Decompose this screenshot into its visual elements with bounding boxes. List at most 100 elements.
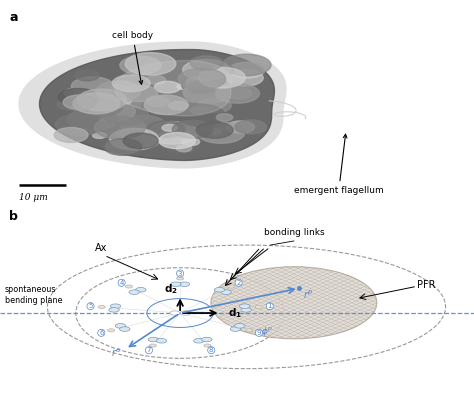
Circle shape bbox=[181, 311, 190, 315]
Circle shape bbox=[230, 327, 241, 331]
Circle shape bbox=[98, 305, 105, 309]
Circle shape bbox=[136, 287, 146, 292]
Circle shape bbox=[178, 68, 226, 89]
Circle shape bbox=[109, 307, 119, 312]
Circle shape bbox=[197, 122, 245, 143]
Circle shape bbox=[156, 339, 167, 343]
Circle shape bbox=[64, 88, 88, 98]
Circle shape bbox=[235, 120, 267, 134]
Circle shape bbox=[191, 106, 207, 114]
Circle shape bbox=[216, 84, 259, 103]
Circle shape bbox=[114, 129, 161, 149]
Circle shape bbox=[210, 65, 234, 75]
Circle shape bbox=[94, 116, 146, 139]
Text: 5: 5 bbox=[88, 303, 93, 309]
Text: b: b bbox=[9, 210, 18, 223]
Circle shape bbox=[125, 53, 176, 75]
Circle shape bbox=[226, 69, 263, 86]
Circle shape bbox=[175, 104, 225, 126]
Circle shape bbox=[204, 344, 211, 347]
Circle shape bbox=[102, 105, 148, 125]
Circle shape bbox=[104, 139, 142, 155]
Circle shape bbox=[54, 127, 88, 142]
Circle shape bbox=[211, 267, 377, 339]
Circle shape bbox=[120, 85, 158, 102]
Circle shape bbox=[227, 88, 252, 99]
Circle shape bbox=[125, 285, 133, 288]
Circle shape bbox=[55, 114, 104, 135]
Circle shape bbox=[115, 324, 126, 328]
Circle shape bbox=[63, 95, 97, 110]
Circle shape bbox=[176, 277, 184, 280]
Circle shape bbox=[155, 81, 181, 93]
Text: a: a bbox=[9, 11, 18, 24]
Text: cell body: cell body bbox=[112, 31, 153, 84]
Circle shape bbox=[108, 329, 115, 332]
Circle shape bbox=[199, 98, 231, 113]
Circle shape bbox=[72, 94, 123, 117]
Circle shape bbox=[147, 121, 185, 138]
Circle shape bbox=[120, 115, 166, 135]
Circle shape bbox=[144, 95, 188, 115]
Circle shape bbox=[182, 75, 224, 94]
Circle shape bbox=[149, 344, 156, 347]
Text: 10 μm: 10 μm bbox=[19, 193, 48, 202]
Circle shape bbox=[239, 304, 250, 309]
Circle shape bbox=[182, 59, 230, 81]
Circle shape bbox=[186, 77, 207, 87]
Circle shape bbox=[72, 77, 114, 96]
Circle shape bbox=[217, 126, 236, 135]
Polygon shape bbox=[39, 50, 274, 161]
Circle shape bbox=[80, 129, 93, 135]
Circle shape bbox=[235, 324, 245, 328]
Circle shape bbox=[177, 84, 189, 89]
Circle shape bbox=[106, 138, 142, 154]
Circle shape bbox=[119, 327, 130, 331]
Text: 7: 7 bbox=[147, 347, 151, 353]
Circle shape bbox=[222, 54, 271, 76]
Text: $\phi^p$: $\phi^p$ bbox=[261, 324, 273, 338]
Circle shape bbox=[101, 137, 125, 148]
Circle shape bbox=[159, 133, 195, 149]
Circle shape bbox=[73, 93, 120, 114]
Circle shape bbox=[196, 122, 233, 138]
Circle shape bbox=[171, 282, 181, 287]
Circle shape bbox=[146, 96, 169, 106]
Circle shape bbox=[182, 138, 200, 146]
Circle shape bbox=[214, 287, 225, 292]
Circle shape bbox=[148, 337, 159, 342]
Text: 4: 4 bbox=[119, 280, 124, 286]
Circle shape bbox=[96, 81, 141, 101]
Circle shape bbox=[173, 120, 213, 139]
Text: Ax: Ax bbox=[95, 243, 107, 253]
Circle shape bbox=[147, 121, 198, 144]
Circle shape bbox=[58, 88, 97, 106]
Circle shape bbox=[57, 98, 86, 110]
Circle shape bbox=[112, 75, 150, 92]
Text: $r^a$: $r^a$ bbox=[111, 347, 122, 359]
Circle shape bbox=[75, 70, 100, 81]
Circle shape bbox=[120, 138, 144, 149]
Polygon shape bbox=[115, 60, 232, 116]
Circle shape bbox=[228, 62, 264, 78]
Circle shape bbox=[216, 114, 233, 121]
Circle shape bbox=[228, 285, 235, 288]
Text: $r^p$: $r^p$ bbox=[303, 288, 314, 301]
Text: emergent flagellum: emergent flagellum bbox=[294, 134, 383, 195]
Circle shape bbox=[199, 67, 246, 88]
Circle shape bbox=[183, 82, 231, 104]
Circle shape bbox=[210, 129, 221, 134]
Circle shape bbox=[201, 337, 212, 342]
Circle shape bbox=[162, 124, 177, 131]
Circle shape bbox=[110, 304, 121, 309]
Circle shape bbox=[170, 311, 180, 315]
Circle shape bbox=[227, 121, 255, 134]
Circle shape bbox=[129, 290, 139, 295]
Circle shape bbox=[221, 290, 231, 295]
Circle shape bbox=[186, 96, 201, 102]
Circle shape bbox=[193, 339, 204, 343]
Text: 3: 3 bbox=[178, 270, 182, 277]
Circle shape bbox=[176, 145, 192, 152]
Circle shape bbox=[239, 72, 263, 83]
Text: spontaneous
bending plane: spontaneous bending plane bbox=[5, 285, 62, 305]
